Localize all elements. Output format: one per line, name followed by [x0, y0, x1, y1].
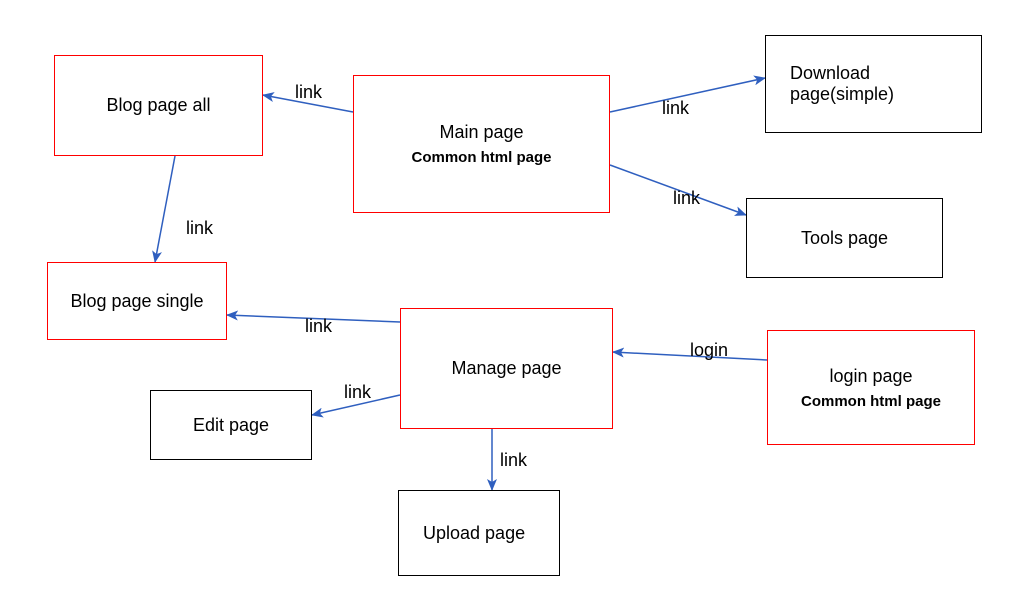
- node-download-label: Download page(simple): [790, 63, 971, 105]
- node-upload: Upload page: [398, 490, 560, 576]
- node-login: login page Common html page: [767, 330, 975, 445]
- edge-blog_all-to-blog_single: [155, 156, 175, 262]
- node-tools-label: Tools page: [801, 228, 888, 249]
- node-download: Download page(simple): [765, 35, 982, 133]
- node-blog_all-label: Blog page all: [106, 95, 210, 116]
- edge-label-main-to-tools: link: [673, 188, 700, 209]
- node-tools: Tools page: [746, 198, 943, 278]
- edge-label-main-to-download: link: [662, 98, 689, 119]
- node-blog_single: Blog page single: [47, 262, 227, 340]
- edge-label-login-to-manage: login: [690, 340, 728, 361]
- node-main: Main page Common html page: [353, 75, 610, 213]
- node-edit: Edit page: [150, 390, 312, 460]
- node-login-label: login page: [829, 366, 912, 387]
- node-manage-label: Manage page: [451, 358, 561, 379]
- edge-label-manage-to-upload: link: [500, 450, 527, 471]
- node-upload-label: Upload page: [423, 523, 525, 544]
- node-manage: Manage page: [400, 308, 613, 429]
- edge-label-blog_all-to-blog_single: link: [186, 218, 213, 239]
- node-blog_single-label: Blog page single: [70, 291, 203, 312]
- node-main-subtitle: Common html page: [411, 149, 551, 166]
- node-main-label: Main page: [439, 122, 523, 143]
- node-login-subtitle: Common html page: [801, 393, 941, 410]
- node-edit-label: Edit page: [193, 415, 269, 436]
- edge-label-manage-to-edit: link: [344, 382, 371, 403]
- edge-label-main-to-blog_all: link: [295, 82, 322, 103]
- node-blog_all: Blog page all: [54, 55, 263, 156]
- edge-label-manage-to-blog_single: link: [305, 316, 332, 337]
